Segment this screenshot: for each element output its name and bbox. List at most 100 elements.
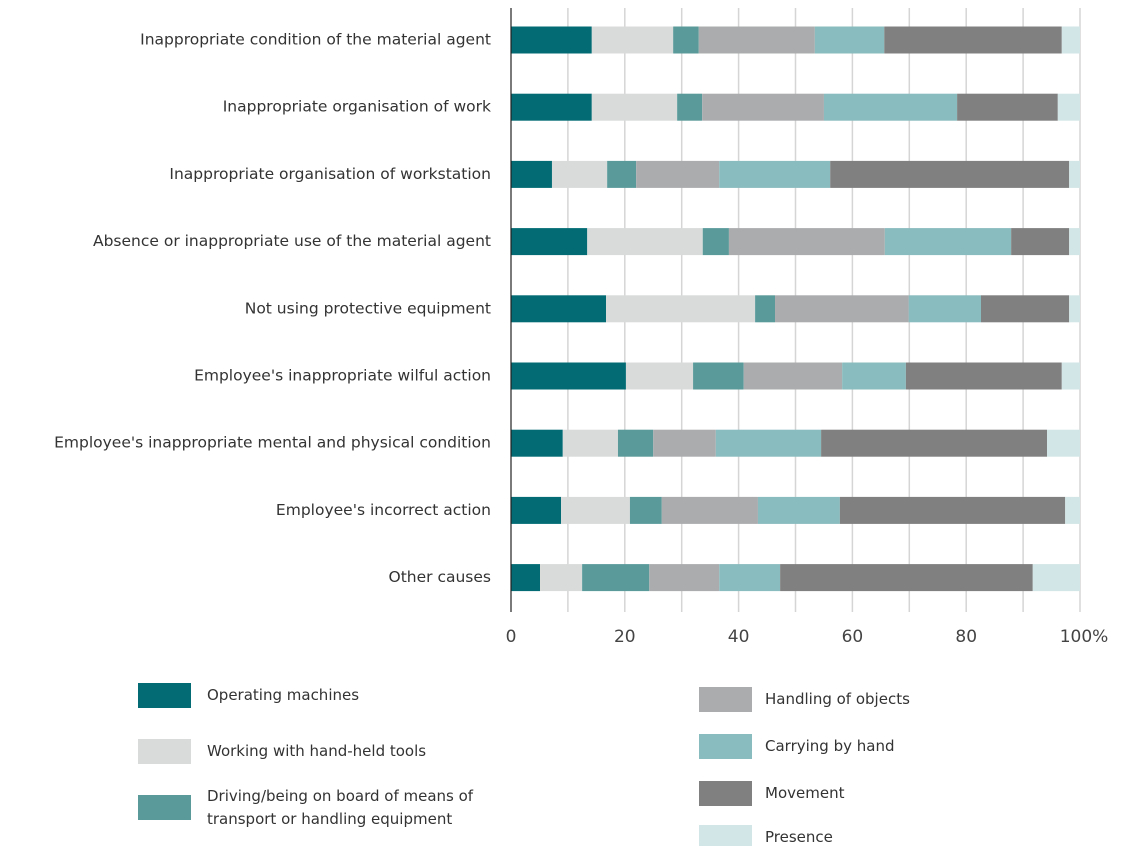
legend-label-wrap: Handling of objects <box>765 677 1065 722</box>
x-tick-label: 60 <box>842 627 864 647</box>
bar-segment <box>1069 295 1080 323</box>
bar-segment <box>561 496 630 524</box>
legend-swatch <box>138 683 191 708</box>
legend-swatch <box>138 739 191 764</box>
legend-swatch <box>138 795 191 820</box>
category-label: Employee's incorrect action <box>276 501 491 519</box>
bar-segment <box>1069 160 1080 188</box>
bar-segment <box>540 564 583 592</box>
legend-label: Handling of objects <box>765 690 910 708</box>
legend-item: Working with hand-held tools <box>138 729 507 774</box>
bar-segment <box>606 295 756 323</box>
bar-segment <box>1011 228 1070 256</box>
legend-label-box: Operating machines <box>207 673 507 718</box>
bar-segment <box>702 93 824 121</box>
category-label: Other causes <box>389 568 491 586</box>
bar-segment <box>839 496 1066 524</box>
bar-segment <box>823 93 958 121</box>
legend-label: Presence <box>765 828 833 846</box>
bar-segment <box>908 295 981 323</box>
x-tick-label: 40 <box>728 627 750 647</box>
bar-segment <box>661 496 758 524</box>
legend-item: Movement <box>699 771 1065 816</box>
legend-item: Handling of objects <box>699 677 1065 722</box>
legend-label-wrap: Working with hand-held tools <box>207 729 507 774</box>
bar-segment <box>1061 26 1080 54</box>
x-tick-label: 20 <box>614 627 636 647</box>
bar-segment <box>562 429 618 457</box>
category-label: Inappropriate organisation of work <box>223 98 491 116</box>
legend-label-wrap: Presence <box>765 815 1065 850</box>
legend-label-wrap: Carrying by hand <box>765 724 1065 769</box>
bar-segment <box>1057 93 1080 121</box>
bar-segment <box>1069 228 1080 256</box>
legend-label: Driving/being on board of means of trans… <box>207 786 474 828</box>
bar-segment <box>821 429 1047 457</box>
bar-segment <box>957 93 1058 121</box>
bar-segment <box>511 160 552 188</box>
bar-segment <box>511 26 592 54</box>
bar-segment <box>728 228 885 256</box>
category-label: Not using protective equipment <box>245 299 491 317</box>
bar-segment <box>653 429 716 457</box>
bar-segment <box>551 160 608 188</box>
legend-swatch <box>699 825 752 850</box>
bar-segment <box>702 228 729 256</box>
bar-segment <box>511 295 607 323</box>
legend-label-box: Handling of objects <box>765 677 1065 722</box>
category-label: Employee's inappropriate mental and phys… <box>54 434 491 452</box>
category-label: Inappropriate condition of the material … <box>140 31 491 49</box>
legend-item: Operating machines <box>138 673 507 718</box>
legend-label-wrap: Driving/being on board of means of trans… <box>207 785 507 830</box>
bar-segment <box>591 26 674 54</box>
legend-swatch <box>699 734 752 759</box>
bar-segment <box>511 564 541 592</box>
legend-label-box: Carrying by hand <box>765 724 1065 769</box>
bar-segment <box>1065 496 1080 524</box>
bar-segment <box>511 228 588 256</box>
bar-segment <box>743 362 843 390</box>
legend-label-box: Movement <box>765 771 1065 816</box>
bar-segment <box>636 160 720 188</box>
bar-segment <box>1061 362 1080 390</box>
bar-segment <box>607 160 637 188</box>
legend-swatch <box>699 687 752 712</box>
legend-item: Carrying by hand <box>699 724 1065 769</box>
legend-label-box: Driving/being on board of means of trans… <box>207 785 507 830</box>
bar-segment <box>715 429 822 457</box>
legend-label: Working with hand-held tools <box>207 742 427 760</box>
bar-segment <box>698 26 815 54</box>
legend-item: Presence <box>699 815 1065 850</box>
bar-segment <box>842 362 906 390</box>
bar-segment <box>775 295 909 323</box>
bar-segment <box>755 295 776 323</box>
bar-segment <box>587 228 703 256</box>
bar-segment <box>511 496 562 524</box>
legend-label-wrap: Movement <box>765 771 1065 816</box>
bar-segment <box>884 228 1012 256</box>
x-tick-label: 80 <box>955 627 977 647</box>
legend-label-box: Working with hand-held tools <box>207 729 507 774</box>
bar-segment <box>511 429 563 457</box>
bar-segment <box>757 496 840 524</box>
bar-segment <box>511 93 592 121</box>
bar-segment <box>582 564 650 592</box>
category-label: Employee's inappropriate wilful action <box>194 367 491 385</box>
bar-segment <box>693 362 744 390</box>
legend-label-box: Presence <box>765 815 1065 850</box>
bar-segment <box>719 160 831 188</box>
bar-segment <box>591 93 678 121</box>
category-label: Inappropriate organisation of workstatio… <box>169 165 491 183</box>
bar-segment <box>1032 564 1080 592</box>
legend-swatch <box>699 781 752 806</box>
bar-segment <box>814 26 885 54</box>
legend-label: Operating machines <box>207 686 360 704</box>
bar-segment <box>980 295 1070 323</box>
legend-label: Movement <box>765 784 845 802</box>
bar-segment <box>673 26 699 54</box>
bar-segment <box>677 93 703 121</box>
bar-segment <box>649 564 720 592</box>
legend-label-wrap: Operating machines <box>207 673 507 718</box>
bar-segment <box>629 496 662 524</box>
